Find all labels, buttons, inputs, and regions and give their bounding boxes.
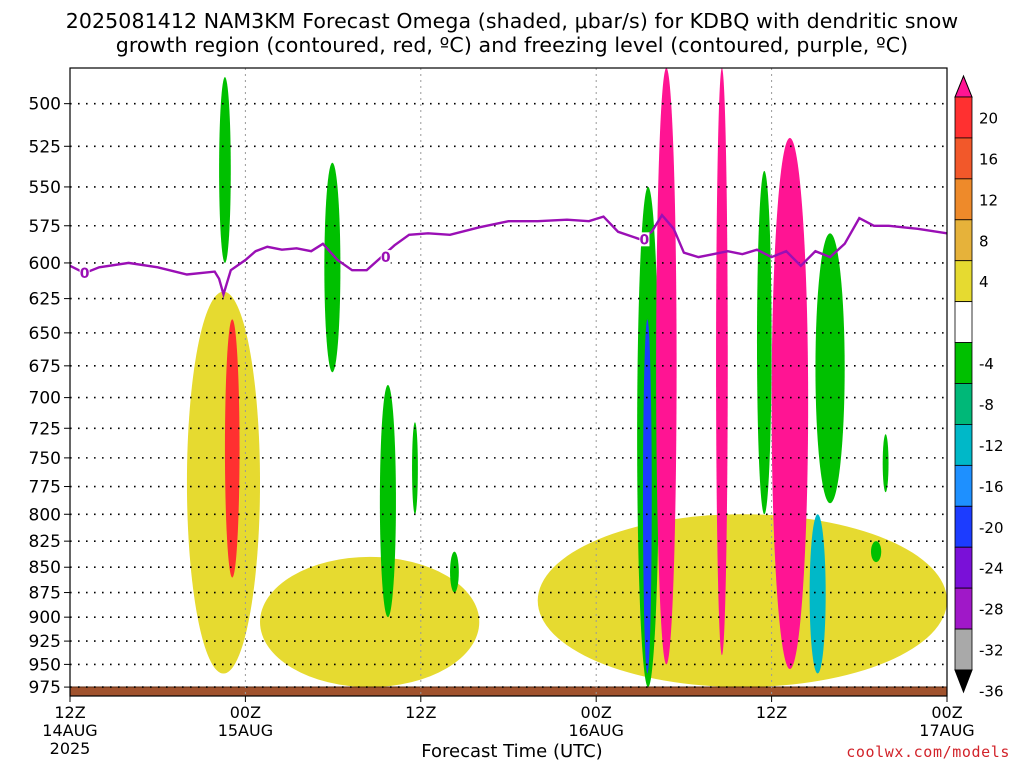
colorbar: 20 16 12 8 4 -4 -8 -12 -16 -20 -24 -28 -32 -36 (954, 74, 1004, 700)
colorbar-band-2 (954, 137, 973, 180)
y-tick-label-550: 550 (29, 178, 61, 198)
colorbar-band-5 (954, 260, 973, 303)
surface-band (70, 686, 947, 696)
omega-area-17 (882, 434, 889, 493)
y-tick-label-925: 925 (29, 632, 61, 652)
colorbar-label-4: 4 (979, 273, 989, 291)
colorbar-label-12: -32 (979, 642, 1004, 660)
y-tick-label-950: 950 (29, 655, 61, 675)
omega-area-2 (186, 291, 261, 674)
colorbar-band-12 (954, 546, 973, 589)
colorbar-top-arrow (954, 74, 973, 98)
y-tick-label-850: 850 (29, 558, 61, 578)
y-tick-label-625: 625 (29, 290, 61, 310)
colorbar-label-3: 8 (979, 232, 989, 250)
y-tick-label-500: 500 (29, 95, 61, 115)
chart-title-line1: 2025081412 NAM3KM Forecast Omega (shaded… (65, 9, 959, 33)
colorbar-label-13: -36 (979, 682, 1004, 700)
omega-area-9 (537, 514, 947, 688)
y-tick-label-525: 525 (29, 137, 61, 157)
y-tick-label-900: 900 (29, 608, 61, 628)
y-tick-label-775: 775 (29, 478, 61, 498)
colorbar-band-11 (954, 505, 973, 548)
colorbar-label-1: 16 (979, 150, 998, 168)
colorbar-label-0: 20 (979, 109, 998, 127)
omega-area-4 (260, 556, 480, 688)
colorbar-label-6: -8 (979, 396, 994, 414)
colorbar-band-9 (954, 424, 973, 466)
omega-area-15 (809, 514, 826, 674)
omega-area-0 (219, 77, 231, 263)
freezing-level-label-0: 0 (80, 266, 90, 282)
colorbar-label-2: 12 (979, 191, 998, 209)
freezing-level-line (70, 213, 947, 299)
grid (70, 68, 947, 696)
omega-area-5 (379, 385, 396, 618)
omega-area-6 (412, 422, 418, 515)
y-tick-label-675: 675 (29, 357, 61, 377)
colorbar-band-13 (954, 587, 973, 630)
x-tick-date-0: 14AUG (42, 721, 97, 740)
x-tick-label-3: 00Z (581, 703, 612, 722)
y-tick-label-750: 750 (29, 449, 61, 469)
x-tick-date-3: 16AUG (568, 721, 623, 740)
colorbar-band-7 (954, 342, 973, 384)
colorbar-band-6 (954, 301, 973, 343)
y-tick-label-725: 725 (29, 419, 61, 439)
omega-area-1 (324, 162, 341, 373)
x-tick-label-0: 12Z (54, 703, 85, 722)
omega-area-8 (756, 170, 772, 515)
colorbar-band-3 (954, 178, 973, 221)
colorbar-band-14 (954, 628, 973, 671)
colorbar-label-7: -12 (979, 437, 1004, 455)
y-tick-label-600: 600 (29, 254, 61, 274)
y-tick-label-700: 700 (29, 389, 61, 409)
omega-area-7 (450, 551, 459, 593)
x-tick-label-2: 12Z (405, 703, 436, 722)
y-tick-label-650: 650 (29, 324, 61, 344)
colorbar-band-8 (954, 383, 973, 425)
colorbar-label-11: -28 (979, 601, 1004, 619)
x-tick-date-5: 17AUG (919, 721, 974, 740)
x-axis-label: Forecast Time (UTC) (421, 741, 603, 762)
omega-area-18 (870, 541, 882, 563)
omega-area-11 (642, 319, 652, 674)
freezing-label-bg-0 (79, 266, 90, 281)
omega-area-14 (771, 137, 809, 669)
freezing-label-bg-2 (639, 232, 650, 247)
x-axis-year: 2025 (50, 739, 91, 758)
y-tick-label-825: 825 (29, 532, 61, 552)
y-tick-label-575: 575 (29, 217, 61, 237)
colorbar-bottom-arrow (954, 669, 973, 694)
x-tick-label-1: 00Z (230, 703, 261, 722)
colorbar-band-10 (954, 464, 973, 507)
site-credit[interactable]: coolwx.com/models (846, 743, 1010, 761)
colorbar-band-1 (954, 96, 973, 139)
omega-area-12 (656, 68, 677, 665)
x-tick-label-5: 00Z (931, 703, 962, 722)
y-tick-label-800: 800 (29, 505, 61, 525)
colorbar-band-4 (954, 219, 973, 262)
freezing-label-bg-1 (380, 250, 391, 265)
x-tick-label-4: 12Z (756, 703, 787, 722)
omega-area-16 (815, 233, 845, 504)
y-tick-label-875: 875 (29, 584, 61, 604)
chart-title-line2: growth region (contoured, red, ºC) and f… (115, 33, 909, 57)
freezing-level-label-1: 0 (381, 250, 391, 266)
colorbar-label-5: -4 (979, 355, 994, 373)
omega-shading (70, 68, 947, 696)
plot-frame (69, 67, 948, 697)
x-tick-date-1: 15AUG (218, 721, 273, 740)
omega-area-13 (716, 68, 728, 656)
colorbar-label-9: -20 (979, 519, 1004, 537)
colorbar-label-8: -16 (979, 478, 1004, 496)
y-tick-label-975: 975 (29, 678, 61, 698)
freezing-level-label-2: 0 (640, 232, 650, 248)
omega-area-3 (224, 319, 240, 578)
colorbar-label-10: -24 (979, 560, 1004, 578)
